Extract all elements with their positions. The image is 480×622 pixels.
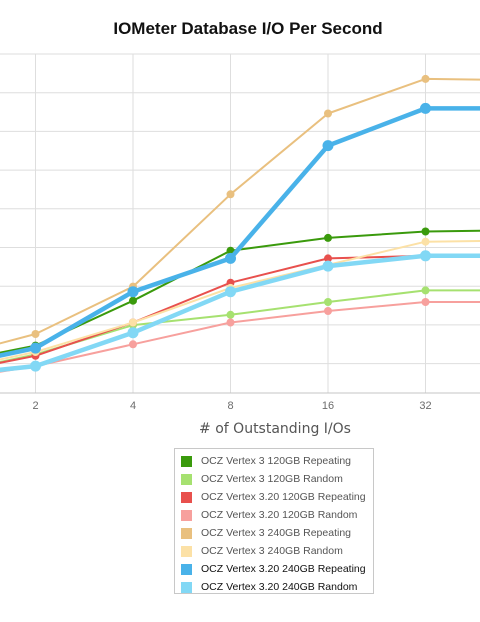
series-4 (0, 298, 480, 373)
legend-swatch (181, 527, 192, 539)
data-point (324, 254, 332, 263)
data-point (226, 190, 235, 199)
data-point (30, 342, 41, 354)
data-point (127, 286, 139, 298)
data-point (324, 307, 332, 315)
series-7 (0, 102, 480, 358)
x-tick-label: 4 (130, 400, 136, 412)
x-tick-labels: 2 4 8 16 32 (32, 400, 431, 412)
x-tick-label: 32 (419, 400, 431, 412)
legend-item: OCZ Vertex 3.20 240GB Repeating (181, 560, 373, 578)
legend-label: OCZ Vertex 3 240GB Random (201, 545, 343, 557)
data-point (225, 286, 236, 298)
data-point (129, 296, 137, 305)
data-point (129, 340, 137, 349)
series-2 (0, 286, 480, 364)
legend-label: OCZ Vertex 3 120GB Random (201, 473, 343, 485)
legend-label: OCZ Vertex 3 240GB Repeating (201, 527, 351, 539)
legend-label: OCZ Vertex 3.20 120GB Random (201, 509, 358, 521)
data-point (31, 330, 40, 338)
data-point (324, 233, 332, 242)
legend-label: OCZ Vertex 3 120GB Repeating (201, 455, 351, 467)
legend-item: OCZ Vertex 3 120GB Random (181, 470, 373, 488)
legend-item: OCZ Vertex 3 120GB Repeating (181, 452, 373, 470)
legend-label: OCZ Vertex 3.20 240GB Repeating (201, 563, 366, 575)
chart-title: IOMeter Database I/O Per Second (113, 19, 383, 38)
data-point (322, 140, 334, 152)
x-tick-label: 16 (322, 400, 334, 412)
legend-swatch (181, 473, 192, 485)
data-point (421, 298, 430, 306)
legend-swatch (181, 581, 192, 593)
legend: OCZ Vertex 3 120GB Repeating OCZ Vertex 3… (174, 448, 374, 594)
x-axis-label: # of Outstanding I/Os (199, 421, 351, 437)
series-5 (0, 74, 480, 345)
legend-swatch (181, 563, 192, 575)
data-point (420, 250, 431, 262)
data-point (127, 327, 139, 339)
legend-item: OCZ Vertex 3.20 240GB Random (181, 578, 373, 596)
data-point (421, 74, 430, 83)
legend-swatch (181, 491, 192, 503)
legend-item: OCZ Vertex 3 240GB Repeating (181, 524, 373, 542)
data-point (324, 109, 332, 118)
data-point (129, 318, 137, 327)
data-point (324, 298, 332, 306)
data-point (421, 237, 430, 246)
series-lines (0, 74, 480, 373)
data-point (420, 102, 431, 114)
series-line (0, 77, 480, 345)
chart-plot: 2 4 8 16 32 # of Outstanding I/Os (0, 53, 480, 437)
series-line (0, 106, 480, 358)
legend-label: OCZ Vertex 3.20 120GB Repeating (201, 491, 366, 503)
data-point (421, 227, 430, 236)
legend-label: OCZ Vertex 3.20 240GB Random (201, 581, 358, 593)
x-tick-label: 8 (227, 400, 233, 412)
legend-item: OCZ Vertex 3 240GB Random (181, 542, 373, 560)
grid (0, 53, 480, 394)
data-point (225, 252, 236, 264)
x-tick-label: 2 (32, 400, 38, 412)
data-point (226, 310, 235, 319)
legend-swatch (181, 455, 192, 467)
legend-item: OCZ Vertex 3.20 120GB Random (181, 506, 373, 524)
legend-item: OCZ Vertex 3.20 120GB Repeating (181, 488, 373, 506)
legend-swatch (181, 509, 192, 521)
data-point (30, 360, 41, 372)
data-point (421, 286, 430, 295)
legend-swatch (181, 545, 192, 557)
data-point (226, 318, 235, 327)
data-point (322, 260, 334, 272)
series-8 (0, 250, 480, 373)
